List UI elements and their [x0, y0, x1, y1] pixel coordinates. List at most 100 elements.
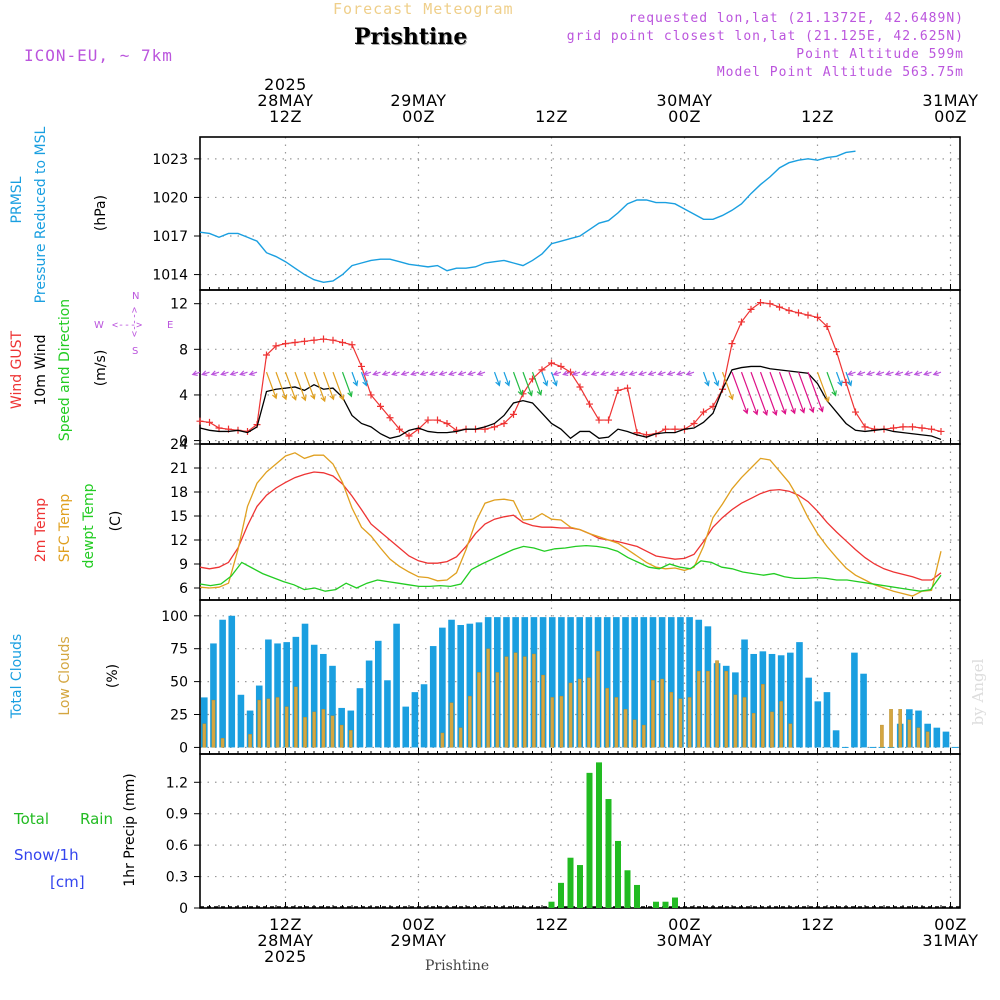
wind-direction-arrow: [647, 370, 657, 377]
low-cloud-bar: [596, 651, 600, 748]
bottom-time-label: 2025: [264, 947, 307, 966]
total-cloud-bar: [246, 710, 254, 748]
footer-location: Prishtine: [425, 958, 490, 974]
wind-direction-arrow: [303, 371, 316, 400]
gust-point: [510, 410, 517, 418]
y-tick-label: 0.9: [166, 807, 188, 823]
y-tick-label: 0: [179, 434, 188, 450]
wind-direction-arrow: [457, 370, 467, 377]
gust-point: [206, 418, 213, 426]
total-cloud-bar: [210, 643, 217, 748]
wind-direction-arrow: [676, 370, 685, 377]
wind-direction-arrow: [448, 370, 457, 377]
low-cloud-bar: [266, 698, 271, 748]
total-cloud-bar: [429, 646, 437, 748]
wind-direction-arrow: [885, 370, 894, 377]
gust-point: [348, 341, 356, 349]
gust-point: [557, 362, 565, 370]
total-cloud-bar: [613, 617, 620, 748]
top-time-label: 2025: [264, 75, 307, 94]
wind-direction-arrow: [351, 371, 359, 387]
low-cloud-bar: [284, 706, 289, 748]
sfc-temp-line: [199, 452, 942, 597]
low-cloud-bar: [925, 731, 930, 748]
low-cloud-bar: [532, 653, 536, 748]
total-cloud-bar: [851, 652, 858, 748]
y-tick-label: 1023: [152, 152, 188, 168]
wind-direction-arrow: [894, 370, 904, 377]
wind-frame: [199, 289, 961, 445]
low-cloud-bar: [275, 697, 280, 748]
low-cloud-bar: [477, 672, 481, 748]
gust-point: [605, 416, 612, 424]
top-time-label: 00Z: [402, 107, 435, 126]
low-cloud-bar: [303, 716, 307, 748]
top-time-label: 31MAY: [922, 91, 978, 110]
wind-direction-arrow: [391, 370, 400, 377]
wind-direction-arrow: [797, 371, 815, 414]
top-time-label: 30MAY: [656, 91, 712, 110]
gust-point: [766, 300, 774, 308]
rain-bar: [577, 865, 583, 908]
y-tick-label: 1017: [152, 229, 188, 245]
wind-direction-arrow: [875, 370, 885, 377]
total-label: Total: [14, 810, 50, 828]
y-tick-label: 15: [170, 509, 188, 525]
total-cloud-bar: [667, 617, 675, 748]
point-altitude: Point Altitude 599m: [796, 47, 964, 62]
low-cloud-bar: [751, 713, 756, 748]
total-cloud-bar: [448, 619, 455, 748]
gust-point: [871, 425, 878, 433]
y-tick-label: 1014: [152, 268, 188, 284]
low-cloud-bar: [788, 723, 793, 748]
gust-point: [899, 423, 907, 431]
low-cloud-bar: [605, 688, 609, 748]
wind-direction-arrow: [657, 370, 666, 377]
gust-point: [918, 424, 926, 432]
gust-point: [928, 425, 935, 433]
y-tick-label: 25: [170, 708, 188, 724]
gust-point: [301, 337, 308, 345]
gust-point: [662, 425, 669, 433]
low-cloud-bar: [587, 677, 591, 748]
total-cloud-bar: [787, 652, 794, 748]
gust-point: [890, 424, 897, 432]
low-cloud-bar: [449, 702, 454, 748]
compass-south: S: [132, 346, 139, 357]
y-tick-label: 18: [170, 485, 188, 501]
gust-point: [434, 416, 441, 424]
compass-we-arrow: <--->: [112, 320, 143, 331]
total-cloud-bar: [741, 639, 748, 748]
wind-direction-arrow: [702, 371, 710, 387]
low-cloud-bar: [495, 672, 500, 748]
wind-direction-arrow: [275, 371, 288, 401]
gust-point: [491, 423, 498, 431]
pressure-line: [199, 150, 856, 283]
wind-direction-arrow: [239, 370, 248, 377]
y-tick-label: 24: [170, 437, 188, 453]
total-cloud-bar: [457, 625, 464, 748]
wind-direction-arrow: [685, 370, 695, 377]
requested-coords: requested lon,lat (21.1372E, 42.6489N): [628, 11, 964, 26]
wind-direction-arrow: [923, 370, 932, 377]
low-cloud-bar: [724, 670, 729, 748]
gust-point: [909, 423, 916, 431]
total-cloud-bar: [750, 653, 757, 748]
total-cloud-bar: [768, 653, 776, 748]
rain-bar: [605, 799, 612, 908]
wind-direction-arrow: [769, 371, 787, 415]
total-cloud-bar: [201, 697, 208, 748]
gust-point: [861, 423, 869, 431]
low-cloud-bar: [907, 719, 912, 748]
wind-direction-arrow: [845, 371, 853, 387]
wind-direction-arrow: [816, 371, 830, 403]
wind-direction-arrow: [522, 371, 533, 397]
wind-direction-arrow: [581, 370, 590, 377]
y-tick-label: 6: [179, 581, 188, 597]
total-cloud-bar: [310, 644, 318, 748]
bottom-time-label: 31MAY: [922, 931, 978, 950]
wind-direction-arrow: [731, 371, 749, 415]
total-cloud-bar: [805, 677, 812, 748]
y-tick-label: 0: [179, 740, 188, 756]
